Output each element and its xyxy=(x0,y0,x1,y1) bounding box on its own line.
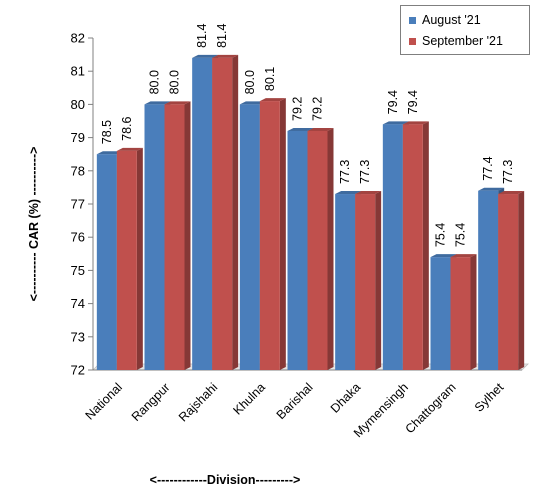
data-label: 81.4 xyxy=(195,24,209,48)
bar-top xyxy=(307,127,334,131)
data-label: 79.4 xyxy=(406,90,420,114)
legend-item-september: September '21 xyxy=(409,32,503,50)
bar xyxy=(164,104,185,371)
bar-side xyxy=(184,101,191,371)
x-tick-label: Chattogram xyxy=(403,380,459,436)
bar-top xyxy=(402,121,429,125)
bar-top xyxy=(430,254,457,258)
y-tick-label: 81 xyxy=(71,64,85,79)
data-label: 80.0 xyxy=(168,70,182,94)
bar-side xyxy=(518,191,525,370)
data-label: 79.4 xyxy=(386,90,400,114)
bar-top xyxy=(478,187,505,191)
bar xyxy=(478,190,499,370)
bar xyxy=(239,104,260,371)
y-tick-label: 80 xyxy=(71,97,85,112)
data-label: 77.3 xyxy=(338,160,352,184)
y-tick-label: 77 xyxy=(71,197,85,212)
data-label: 80.1 xyxy=(263,67,277,91)
bar xyxy=(355,194,376,370)
y-tick-label: 78 xyxy=(71,163,85,178)
bar-top xyxy=(212,54,239,58)
legend-swatch-september xyxy=(409,37,416,45)
data-label: 78.6 xyxy=(120,117,134,141)
data-label: 75.4 xyxy=(454,223,468,247)
data-label: 77.3 xyxy=(358,160,372,184)
x-tick-label: Rangpur xyxy=(129,380,173,424)
bar xyxy=(287,130,308,370)
legend-swatch-august xyxy=(409,16,416,24)
bar-side xyxy=(470,254,477,370)
bar-top xyxy=(450,254,477,258)
x-tick-label: National xyxy=(83,380,125,422)
bar-top xyxy=(96,151,123,155)
data-label: 77.3 xyxy=(501,160,515,184)
bar-top xyxy=(116,147,143,151)
bar-top xyxy=(287,127,314,131)
bar-side xyxy=(136,147,143,370)
data-label: 80.0 xyxy=(148,70,162,94)
bar xyxy=(450,257,471,370)
legend-label-august: August '21 xyxy=(422,13,481,27)
data-label: 80.0 xyxy=(243,70,257,94)
bar xyxy=(192,57,213,371)
y-tick-label: 76 xyxy=(71,230,85,245)
y-tick-label: 75 xyxy=(71,263,85,278)
y-axis-title: <---------- CAR (%) ----------> xyxy=(27,147,41,302)
bar-side xyxy=(279,98,286,370)
data-label: 79.2 xyxy=(311,97,325,121)
bar-top xyxy=(239,101,266,105)
chart-legend: August '21 September '21 xyxy=(400,5,530,55)
bar-side xyxy=(327,127,334,371)
legend-label-september: September '21 xyxy=(422,34,503,48)
bar-side xyxy=(422,121,429,370)
bar xyxy=(307,130,328,370)
y-tick-label: 82 xyxy=(71,31,85,46)
bar xyxy=(430,257,451,370)
y-tick-label: 74 xyxy=(71,296,85,311)
bar xyxy=(144,104,165,371)
data-label: 81.4 xyxy=(215,24,229,48)
bar xyxy=(212,57,233,371)
bar-top xyxy=(382,121,409,125)
data-label: 78.5 xyxy=(100,120,114,144)
legend-item-august: August '21 xyxy=(409,11,481,29)
x-tick-label: Barishal xyxy=(274,380,316,422)
y-tick-label: 73 xyxy=(71,329,85,344)
bar xyxy=(335,194,356,370)
bar-top xyxy=(355,191,382,195)
bar-top xyxy=(144,101,171,105)
x-axis-title: <------------Division---------> xyxy=(150,473,301,487)
data-label: 75.4 xyxy=(434,223,448,247)
bar xyxy=(382,124,403,370)
x-tick-label: Sylhet xyxy=(472,380,507,415)
x-tick-label: Dhaka xyxy=(328,380,363,415)
bar-side xyxy=(232,54,239,371)
data-label: 79.2 xyxy=(291,97,305,121)
x-tick-label: Khulna xyxy=(231,380,268,417)
x-tick-label: Rajshahi xyxy=(176,380,220,424)
y-tick-label: 79 xyxy=(71,130,85,145)
bar-top xyxy=(192,54,219,58)
bar xyxy=(402,124,423,370)
bar xyxy=(498,194,519,370)
bar-top xyxy=(498,191,525,195)
y-tick-label: 72 xyxy=(71,363,85,378)
bar-top xyxy=(259,98,286,102)
bar-top xyxy=(164,101,191,105)
bar xyxy=(96,154,117,370)
bar-side xyxy=(375,191,382,370)
data-label: 77.4 xyxy=(481,156,495,180)
bar xyxy=(259,101,280,370)
bar-top xyxy=(335,191,362,195)
bar xyxy=(116,150,137,370)
